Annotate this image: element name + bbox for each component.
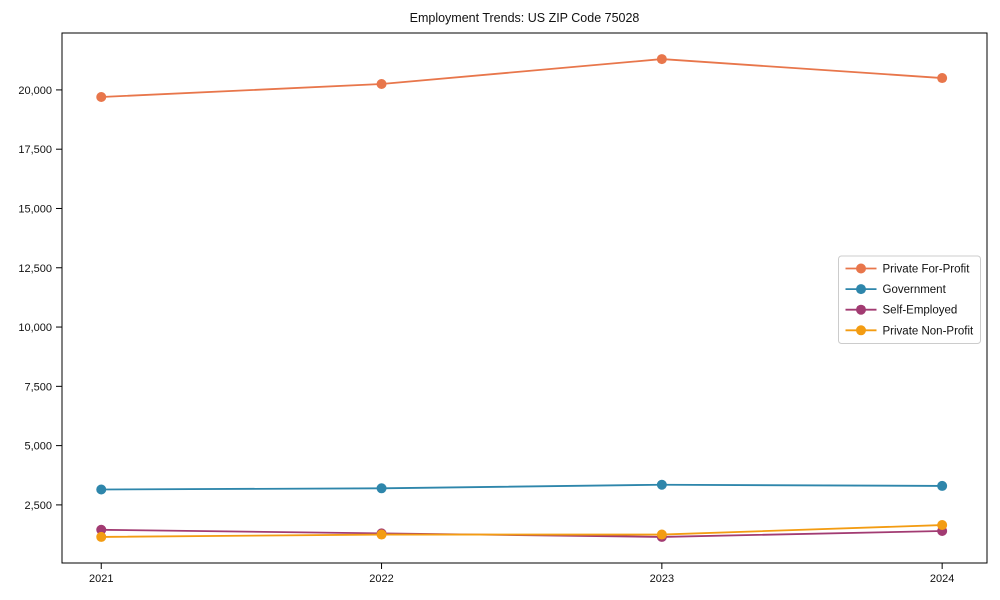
x-tick-label: 2021 xyxy=(89,573,113,585)
series-marker-private-for-profit xyxy=(96,92,107,103)
series-marker-government xyxy=(96,484,107,495)
series-marker-private-non-profit xyxy=(937,520,948,531)
legend-marker-private-non-profit xyxy=(856,325,866,336)
x-tick-label: 2022 xyxy=(369,573,393,585)
legend-label-government: Government xyxy=(883,284,947,296)
series-marker-private-non-profit xyxy=(376,529,387,540)
x-tick-label: 2023 xyxy=(650,573,674,585)
series-marker-private-non-profit xyxy=(656,529,667,540)
legend-marker-government xyxy=(856,284,866,295)
legend-label-self-employed: Self-Employed xyxy=(883,305,958,317)
series-marker-self-employed xyxy=(96,524,107,535)
legend-marker-self-employed xyxy=(856,304,866,315)
y-tick-label: 12,500 xyxy=(18,263,52,275)
axes-frame xyxy=(61,32,988,564)
y-tick-label: 15,000 xyxy=(18,203,52,215)
series-marker-private-for-profit xyxy=(937,73,948,84)
y-tick-label: 2,500 xyxy=(24,500,52,512)
series-line-government xyxy=(101,483,943,491)
series-line-private-non-profit xyxy=(101,524,943,538)
legend-label-private-non-profit: Private Non-Profit xyxy=(883,325,975,337)
series-marker-government xyxy=(937,480,948,491)
y-tick-label: 7,500 xyxy=(24,381,52,393)
chart-title: Employment Trends: US ZIP Code 75028 xyxy=(409,11,640,25)
y-tick-label: 17,500 xyxy=(18,144,52,156)
series-marker-government xyxy=(656,479,667,490)
y-tick-label: 20,000 xyxy=(18,85,52,97)
y-tick-label: 5,000 xyxy=(24,441,52,453)
series-marker-private-for-profit xyxy=(656,54,667,65)
series-marker-private-for-profit xyxy=(376,78,387,89)
y-tick-label: 10,000 xyxy=(18,322,52,334)
series-marker-private-non-profit xyxy=(96,531,107,542)
series-line-private-for-profit xyxy=(101,58,943,98)
x-tick-label: 2024 xyxy=(930,573,954,585)
series-marker-government xyxy=(376,483,387,494)
legend-label-private-for-profit: Private For-Profit xyxy=(883,264,971,276)
legend-box xyxy=(838,255,981,344)
legend-marker-private-for-profit xyxy=(856,263,866,274)
